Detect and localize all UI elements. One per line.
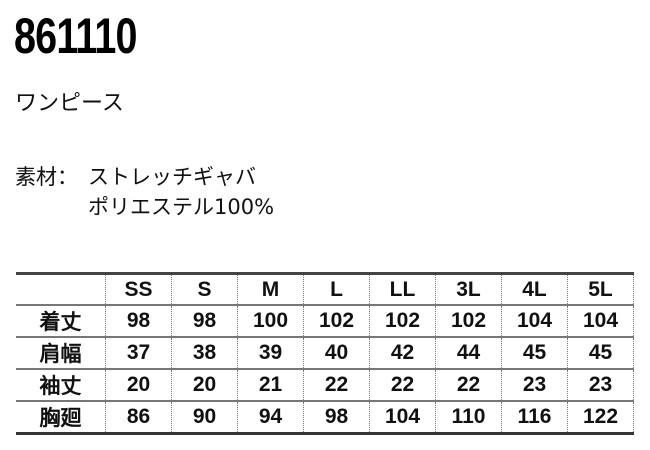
size-header: SS <box>105 272 172 306</box>
material-line: ストレッチギャバ <box>88 165 256 189</box>
table-cell: 98 <box>105 305 172 338</box>
table-cell: 90 <box>171 401 238 435</box>
size-header: 5L <box>567 272 634 306</box>
table-cell: 98 <box>303 401 370 435</box>
size-header: M <box>237 272 304 306</box>
table-cell: 116 <box>501 401 568 435</box>
table-cell: 20 <box>171 369 238 402</box>
table-cell: 23 <box>501 369 568 402</box>
product-code: 861110 <box>14 8 138 64</box>
size-header: 3L <box>435 272 502 306</box>
table-cell: 39 <box>237 337 304 370</box>
table-cell: 122 <box>567 401 634 435</box>
table-cell: 37 <box>105 337 172 370</box>
table-cell: 22 <box>303 369 370 402</box>
table-cell: 42 <box>369 337 436 370</box>
size-header: L <box>303 272 370 306</box>
header-corner <box>16 272 106 306</box>
table-row: 胸廻 86 90 94 98 104 110 116 122 <box>16 401 634 435</box>
size-table: SS S M L LL 3L 4L 5L 着丈 98 98 100 102 102 102 104 104 肩幅 3… <box>16 272 634 435</box>
row-label: 袖丈 <box>16 369 106 402</box>
table-cell: 102 <box>435 305 502 338</box>
row-label: 着丈 <box>16 305 106 338</box>
table-cell: 45 <box>567 337 634 370</box>
table-cell: 44 <box>435 337 502 370</box>
table-row: 着丈 98 98 100 102 102 102 104 104 <box>16 305 634 338</box>
table-cell: 40 <box>303 337 370 370</box>
table-row: 袖丈 20 20 21 22 22 22 23 23 <box>16 369 634 402</box>
table-header-row: SS S M L LL 3L 4L 5L <box>16 272 634 306</box>
row-label: 胸廻 <box>16 401 106 435</box>
table-row: 肩幅 37 38 39 40 42 44 45 45 <box>16 337 634 370</box>
table-cell: 38 <box>171 337 238 370</box>
table-cell: 104 <box>369 401 436 435</box>
table-cell: 94 <box>237 401 304 435</box>
size-header: S <box>171 272 238 306</box>
table-cell: 45 <box>501 337 568 370</box>
table-cell: 22 <box>435 369 502 402</box>
material-line: ポリエステル100% <box>88 195 275 219</box>
table-cell: 100 <box>237 305 304 338</box>
product-name: ワンピース <box>15 91 124 116</box>
table-cell: 102 <box>303 305 370 338</box>
table-cell: 21 <box>237 369 304 402</box>
table-cell: 104 <box>567 305 634 338</box>
material-info: 素材： ストレッチギャバ ポリエステル100% <box>15 162 274 222</box>
table-cell: 98 <box>171 305 238 338</box>
table-cell: 110 <box>435 401 502 435</box>
table-cell: 22 <box>369 369 436 402</box>
table-cell: 104 <box>501 305 568 338</box>
table-cell: 23 <box>567 369 634 402</box>
table-cell: 102 <box>369 305 436 338</box>
size-header: LL <box>369 272 436 306</box>
row-label: 肩幅 <box>16 337 106 370</box>
table-cell: 86 <box>105 401 172 435</box>
material-label: 素材： <box>15 165 78 189</box>
size-header: 4L <box>501 272 568 306</box>
table-cell: 20 <box>105 369 172 402</box>
